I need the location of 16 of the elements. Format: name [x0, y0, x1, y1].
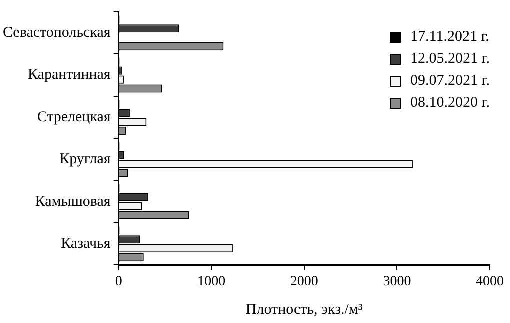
y-tick-label: Казачья — [61, 236, 111, 252]
y-tick-label: Стрелецкая — [37, 109, 111, 126]
x-tick-label: 0 — [115, 274, 122, 290]
legend-label: 09.07.2021 г. — [410, 72, 490, 91]
x-tick-label: 3000 — [383, 274, 412, 290]
y-tick-label: Карантинная — [28, 67, 111, 84]
x-axis-title: Плотность, экз./м³ — [246, 302, 364, 318]
y-tick-label: Круглая — [60, 152, 111, 168]
legend-label: 08.10.2020 г. — [410, 94, 490, 113]
x-tick-label: 4000 — [476, 274, 504, 290]
x-tick-label: 1000 — [198, 274, 226, 290]
legend-label: 17.11.2021 г. — [410, 28, 490, 47]
y-tick-label: Севастопольская — [2, 25, 111, 42]
legend-label: 12.05.2021 г. — [410, 50, 490, 69]
y-tick-label: Камышовая — [35, 194, 111, 210]
x-tick-label: 2000 — [290, 274, 318, 290]
